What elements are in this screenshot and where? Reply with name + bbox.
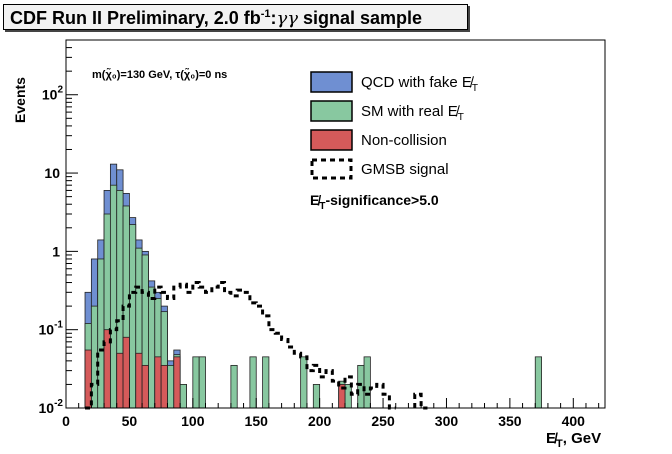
x-axis-label-sub: T: [556, 438, 563, 450]
x-tick-label: 400: [562, 413, 586, 429]
cut-label-tail: -significance>5.0: [325, 192, 438, 208]
x-axis-label-met: E̸: [546, 430, 558, 447]
bar-series-1: [179, 384, 187, 409]
legend-label-0: QCD with fake E̸T: [361, 74, 478, 94]
chart-title-box: CDF Run II Preliminary, 2.0 fb-1:γγ sign…: [3, 4, 468, 30]
x-tick-label: 250: [371, 413, 395, 429]
bar-series-2: [122, 336, 130, 409]
chart-title-tail: signal sample: [298, 8, 423, 28]
bar-series-1: [230, 364, 238, 409]
y-tick-label: 102: [42, 85, 64, 103]
bar-series-2: [160, 364, 168, 409]
bar-series-2: [141, 364, 149, 409]
legend-label-3: GMSB signal: [361, 161, 449, 178]
bar-series-1: [312, 384, 321, 409]
y-tick-label: 10-1: [39, 320, 64, 338]
x-tick-label: 150: [245, 413, 269, 429]
legend: QCD with fake E̸T SM with real E̸T Non-col…: [310, 71, 478, 180]
bar-series-2: [116, 352, 124, 409]
x-tick-label: 200: [308, 413, 332, 429]
legend-swatch-2: [310, 129, 353, 151]
bar-series-2: [154, 356, 162, 409]
bar-series-1: [262, 356, 270, 409]
chart-title-sep: :: [270, 8, 277, 28]
bar-series-1: [198, 356, 206, 409]
plot-frame: [65, 39, 606, 409]
bar-series-1: [167, 364, 175, 409]
chart-title-main: CDF Run II Preliminary, 2.0 fb: [10, 8, 261, 28]
cut-label-sub: T: [319, 201, 325, 212]
axes-layer: 0 50 100 150 200 250 300 350 400 10-2 10-1 1 10 102: [39, 39, 600, 429]
x-axis-label: E̸T, GeV: [546, 430, 601, 450]
y-tick-label: 10: [44, 165, 60, 181]
bar-series-1: [249, 356, 257, 409]
x-tick-label: 350: [498, 413, 522, 429]
cut-label-met: E̸: [310, 192, 321, 208]
legend-swatch-3: [310, 158, 353, 180]
x-axis-label-unit: , GeV: [563, 430, 601, 447]
chart-title-sup: -1: [260, 8, 271, 20]
bar-series-1: [148, 286, 156, 409]
x-tick-label: 100: [181, 413, 205, 429]
bar-series-1: [192, 356, 200, 409]
x-tick-label: 300: [435, 413, 459, 429]
bar-series-2: [135, 352, 143, 409]
y-axis-label: Events: [12, 77, 28, 123]
bar-series-1: [363, 356, 371, 409]
bar-series-1: [129, 224, 137, 409]
legend-swatch-1: [310, 100, 353, 122]
bar-series-2: [173, 356, 181, 409]
legend-label-1: SM with real E̸T: [361, 103, 464, 123]
x-tick-label: 50: [122, 413, 138, 429]
y-tick-label: 10-2: [39, 398, 64, 416]
legend-label-2: Non-collision: [361, 132, 447, 149]
bar-series-1: [534, 356, 542, 409]
legend-swatch-0: [310, 71, 353, 93]
bar-series-1: [109, 184, 118, 409]
chart-title: CDF Run II Preliminary, 2.0 fb-1:γγ sign…: [10, 8, 422, 29]
x-tick-label: 0: [62, 413, 70, 429]
mass-lifetime-annotation: m(χ̃₀)=130 GeV, τ(χ̃₀)=0 ns: [92, 68, 227, 81]
bar-series-2: [84, 349, 92, 409]
bars-layer: [84, 163, 542, 409]
chart-title-gamma: γγ: [276, 8, 299, 29]
y-tick-label: 1: [52, 243, 60, 259]
cut-label: E̸T-significance>5.0: [310, 192, 439, 212]
